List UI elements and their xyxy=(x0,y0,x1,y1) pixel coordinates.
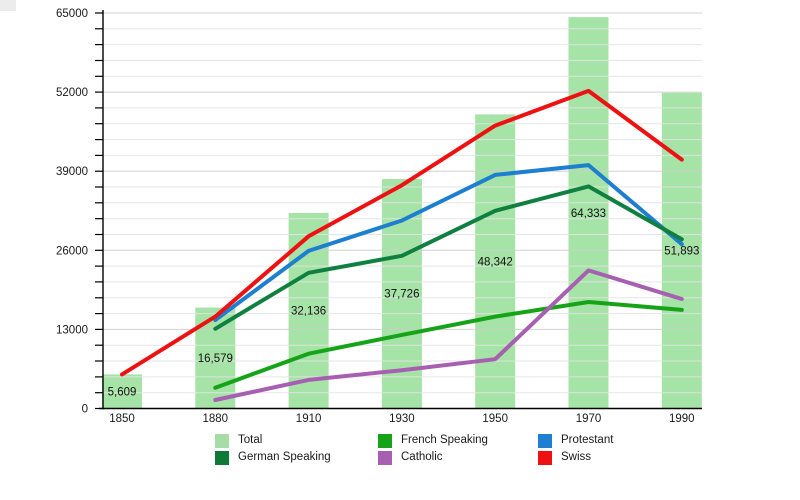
legend-label: Protestant xyxy=(561,434,614,446)
legend-label: Swiss xyxy=(561,451,592,463)
legend-swatch-protestant xyxy=(538,433,552,448)
x-axis-tick-label: 1950 xyxy=(482,413,508,425)
legend-swatch-french-speaking xyxy=(378,433,392,448)
bar-value-label: 16,579 xyxy=(198,353,233,365)
legend-item-total: Total xyxy=(215,433,262,448)
x-axis-tick-label: 1990 xyxy=(669,413,695,425)
legend-item-swiss: Swiss xyxy=(538,450,591,465)
legend-item-french-speaking: French Speaking xyxy=(378,433,488,448)
legend-item-german-speaking: German Speaking xyxy=(215,450,331,465)
legend-swatch-german-speaking xyxy=(215,450,229,465)
x-axis-tick-label: 1970 xyxy=(576,413,602,425)
bar-value-label: 5,609 xyxy=(108,386,137,398)
y-axis-tick-label: 0 xyxy=(82,404,88,416)
legend-swatch-catholic xyxy=(378,450,392,465)
legend-item-catholic: Catholic xyxy=(378,450,443,465)
y-axis-tick-label: 65000 xyxy=(56,8,88,20)
legend-label: Catholic xyxy=(401,451,443,463)
legend-item-protestant: Protestant xyxy=(538,433,613,448)
legend-swatch-swiss xyxy=(538,450,552,465)
y-axis-tick-label: 13000 xyxy=(56,324,88,336)
y-axis-tick-label: 26000 xyxy=(56,245,88,257)
bar-1970 xyxy=(568,17,609,409)
bar-value-label: 32,136 xyxy=(291,306,326,318)
y-axis-tick-label: 52000 xyxy=(56,87,88,99)
legend-swatch-total xyxy=(215,433,229,448)
bar-value-label: 37,726 xyxy=(384,289,419,301)
legend-label: German Speaking xyxy=(238,451,331,463)
legend-label: Total xyxy=(238,434,263,446)
y-axis-tick-label: 39000 xyxy=(56,166,88,178)
series-line-swiss xyxy=(120,88,684,377)
series-line-french-speaking xyxy=(213,300,684,390)
x-axis-tick-label: 1850 xyxy=(109,413,135,425)
bar-1850 xyxy=(102,374,142,409)
x-axis-tick-label: 1930 xyxy=(389,413,415,425)
series-line-protestant xyxy=(213,163,684,322)
bar-value-label: 64,333 xyxy=(571,208,606,220)
series-line-catholic xyxy=(213,268,684,402)
x-axis-tick-label: 1910 xyxy=(296,413,322,425)
bar-value-label: 48,342 xyxy=(478,256,513,268)
x-axis-tick-label: 1880 xyxy=(203,413,229,425)
corner-artifact xyxy=(0,0,16,11)
series-line-german-speaking xyxy=(213,184,684,331)
legend-label: French Speaking xyxy=(401,434,488,446)
bar-value-label: 51,893 xyxy=(664,246,699,258)
